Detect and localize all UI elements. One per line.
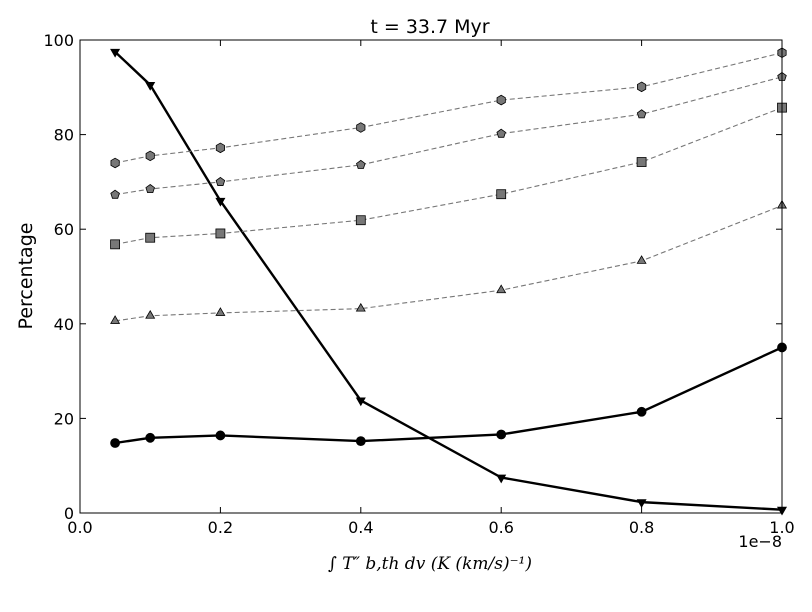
data-point bbox=[636, 255, 647, 264]
data-point bbox=[145, 150, 155, 162]
y-tick-label: 0 bbox=[64, 504, 74, 523]
series-6 bbox=[110, 199, 788, 324]
data-point bbox=[145, 82, 156, 91]
x-axis-label: ∫ T″ b,th dv (K (km/s)⁻¹) bbox=[328, 554, 532, 574]
data-point bbox=[636, 499, 647, 508]
series-line bbox=[115, 205, 783, 322]
series-2 bbox=[110, 342, 787, 448]
data-point bbox=[110, 239, 120, 250]
data-point bbox=[356, 122, 366, 133]
data-point bbox=[110, 315, 121, 324]
series-line bbox=[114, 107, 783, 245]
data-point bbox=[145, 309, 156, 319]
x-tick-label: 0.8 bbox=[629, 518, 654, 537]
data-point bbox=[215, 142, 225, 154]
data-point bbox=[355, 436, 366, 447]
y-tick-label: 60 bbox=[54, 220, 74, 239]
data-point bbox=[215, 430, 226, 441]
series-5 bbox=[110, 102, 787, 250]
series-line bbox=[114, 346, 783, 445]
data-point bbox=[355, 302, 366, 312]
data-point bbox=[145, 183, 155, 194]
y-axis-label: Percentage bbox=[15, 223, 37, 330]
x-tick-label: 0.2 bbox=[208, 518, 233, 537]
data-point bbox=[110, 157, 120, 169]
data-point bbox=[215, 197, 226, 207]
data-point bbox=[356, 159, 366, 169]
x-tick-label: 0.4 bbox=[348, 518, 373, 537]
data-point bbox=[637, 81, 647, 93]
data-point bbox=[215, 307, 226, 316]
x-tick-label: 0.6 bbox=[488, 518, 513, 537]
series-line bbox=[115, 76, 783, 196]
series-1 bbox=[110, 48, 788, 516]
data-point bbox=[145, 232, 156, 243]
data-point bbox=[110, 438, 120, 448]
data-point bbox=[496, 128, 506, 138]
data-point bbox=[110, 189, 120, 199]
data-point bbox=[215, 228, 226, 239]
data-point bbox=[496, 429, 507, 440]
x-tick-label: 0.0 bbox=[67, 518, 92, 537]
data-point bbox=[496, 189, 507, 200]
data-point bbox=[636, 157, 647, 167]
axis-ticks: 0.0 0.2 0.4 0.6 0.8 1.0 0 20 40 60 80 100 bbox=[43, 31, 794, 537]
data-point bbox=[110, 48, 121, 58]
series-line bbox=[114, 50, 783, 511]
y-tick-label: 100 bbox=[43, 31, 74, 50]
y-tick-label: 80 bbox=[54, 126, 74, 145]
series-3 bbox=[110, 47, 787, 169]
chart-title: t = 33.7 Myr bbox=[370, 16, 489, 38]
series-4 bbox=[110, 71, 787, 199]
data-point bbox=[145, 432, 156, 443]
data-point bbox=[636, 406, 647, 417]
y-tick-label: 20 bbox=[54, 409, 74, 428]
data-point bbox=[636, 109, 647, 119]
data-point bbox=[355, 215, 366, 226]
data-point bbox=[496, 284, 507, 294]
x-tick-label: 1.0 bbox=[769, 518, 794, 537]
data-point bbox=[355, 397, 366, 407]
data-point bbox=[496, 474, 507, 484]
axes-frame bbox=[79, 39, 783, 514]
y-tick-label: 40 bbox=[54, 315, 74, 334]
x-axis-offset-label: 1e−8 bbox=[738, 532, 782, 551]
plot-area bbox=[110, 47, 788, 516]
data-point bbox=[496, 94, 506, 106]
data-point bbox=[215, 176, 226, 186]
